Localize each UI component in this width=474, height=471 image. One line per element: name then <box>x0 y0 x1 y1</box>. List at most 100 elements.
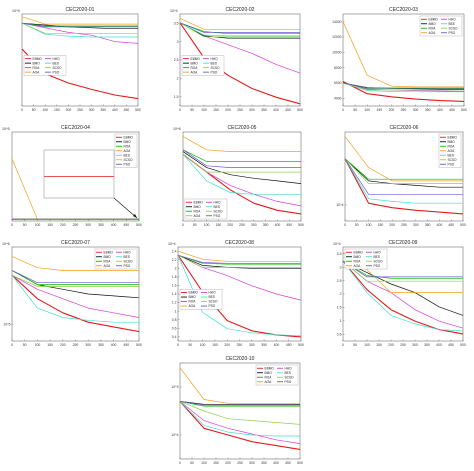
series-line-bmo <box>179 22 300 39</box>
legend-label-bes: BES <box>214 205 220 209</box>
y-tick-label: 1 <box>175 309 177 313</box>
x-tick-label: 200 <box>388 343 394 347</box>
x-tick-label: 100 <box>201 108 207 112</box>
legend-label-aoa: AOA <box>354 264 362 268</box>
legend-label-hho: HHO <box>285 366 293 370</box>
x-tick-label: 200 <box>224 343 230 347</box>
x-tick-label: 250 <box>239 223 245 227</box>
series-line-aoa <box>344 136 463 182</box>
series-line-bes <box>21 22 138 38</box>
legend-label-pso: PSO <box>124 162 131 166</box>
x-tick-label: 250 <box>237 461 243 465</box>
y-exponent-label: 10^4 <box>170 9 178 13</box>
legend-label-pso: PSO <box>214 214 221 218</box>
x-tick-label: 250 <box>237 343 243 347</box>
legend-box <box>179 289 223 310</box>
y-tick-label: 4000 <box>334 97 342 101</box>
series-line-roa <box>179 22 300 35</box>
x-tick-label: 200 <box>225 461 231 465</box>
x-tick-label: 100 <box>366 223 372 227</box>
legend-label-aoa: AOA <box>265 380 273 384</box>
legend-label-bmo: BMO <box>124 140 132 144</box>
legend-label-roa: ROA <box>104 259 112 263</box>
x-tick-label: 200 <box>389 108 395 112</box>
x-tick-label: 450 <box>285 108 291 112</box>
legend-label-hho: HHO <box>124 250 132 254</box>
legend-label-ebmo: EBMO <box>265 366 275 370</box>
x-tick-label: 500 <box>460 343 466 347</box>
inset-arrow-line <box>113 197 138 219</box>
series-line-pso <box>342 260 463 278</box>
series-line-ebmo <box>11 274 140 333</box>
series-line-bes <box>179 401 300 437</box>
legend-box <box>94 248 138 270</box>
x-tick-label: 100 <box>364 343 370 347</box>
x-tick-label: 200 <box>66 108 72 112</box>
x-tick-label: 200 <box>60 343 66 347</box>
x-tick-label: 200 <box>389 223 395 227</box>
x-tick-label: 400 <box>436 343 442 347</box>
legend-box <box>344 248 388 270</box>
y-tick-label: 1.8 <box>172 275 177 279</box>
series-line-aoa <box>21 16 138 25</box>
x-tick-label: 500 <box>298 223 304 227</box>
series-line-pso <box>11 270 139 284</box>
x-tick-label: 300 <box>249 108 255 112</box>
legend-label-scso: SCSO <box>53 66 63 70</box>
series-line-roa <box>342 260 463 279</box>
legend-label-aoa: AOA <box>124 149 132 153</box>
x-tick-label: 50 <box>188 343 192 347</box>
y-tick-label: 1 <box>340 319 342 323</box>
legend-label-pso: PSO <box>448 162 455 166</box>
x-tick-label: 400 <box>273 461 279 465</box>
series-line-aoa <box>182 136 301 152</box>
x-tick-label: 450 <box>286 223 292 227</box>
x-tick-label: 100 <box>35 223 41 227</box>
legend-label-bes: BES <box>124 153 130 157</box>
legend-label-bes: BES <box>124 255 130 259</box>
chart-panel-6: CEC2020-06 0 50 100 150 200 250 300 350 400 450 500… <box>336 125 466 227</box>
series-line-bmo <box>177 254 301 269</box>
legend-label-hho: HHO <box>374 250 382 254</box>
legend-box <box>419 15 463 37</box>
legend-label-ebmo: EBMO <box>429 17 439 21</box>
y-tick-label: 1.4 <box>172 292 177 296</box>
x-tick-label: 400 <box>275 223 281 227</box>
y-tick-label: 3.5 <box>174 21 179 25</box>
x-tick-label: 100 <box>200 343 206 347</box>
legend-label-bmo: BMO <box>104 255 112 259</box>
legend-box <box>114 133 138 168</box>
series-line-bes <box>182 154 301 195</box>
legend-label-aoa: AOA <box>191 70 199 74</box>
x-tick-label: 0 <box>342 343 344 347</box>
x-tick-label: 300 <box>413 108 419 112</box>
x-tick-label: 150 <box>376 108 382 112</box>
x-tick-label: 450 <box>449 108 455 112</box>
x-tick-label: 150 <box>376 343 382 347</box>
series-line-roa <box>177 254 301 265</box>
x-tick-label: 450 <box>285 461 291 465</box>
chart-title: CEC2020-09 <box>389 240 418 246</box>
x-tick-label: 350 <box>425 223 431 227</box>
y-tick-label: 2.4 <box>172 249 177 253</box>
series-line-aoa <box>179 18 300 30</box>
y-exponent-label: 10^6 <box>2 242 10 246</box>
legend-label-bes: BES <box>285 371 291 375</box>
x-tick-label: 400 <box>273 108 279 112</box>
y-tick-label: 2.2 <box>172 258 177 262</box>
x-tick-label: 450 <box>123 223 129 227</box>
series-line-roa <box>182 149 301 162</box>
legend-label-scso: SCSO <box>124 259 134 263</box>
y-tick-label: 1.5 <box>337 306 342 310</box>
legend-label-roa: ROA <box>194 209 202 213</box>
inset-zoom-box <box>43 149 115 199</box>
x-tick-label: 50 <box>353 108 357 112</box>
x-tick-label: 500 <box>135 108 141 112</box>
x-tick-label: 350 <box>98 223 104 227</box>
x-tick-label: 450 <box>448 343 454 347</box>
legend-label-bes: BES <box>449 22 455 26</box>
x-tick-label: 250 <box>401 108 407 112</box>
series-line-pso <box>344 158 463 195</box>
